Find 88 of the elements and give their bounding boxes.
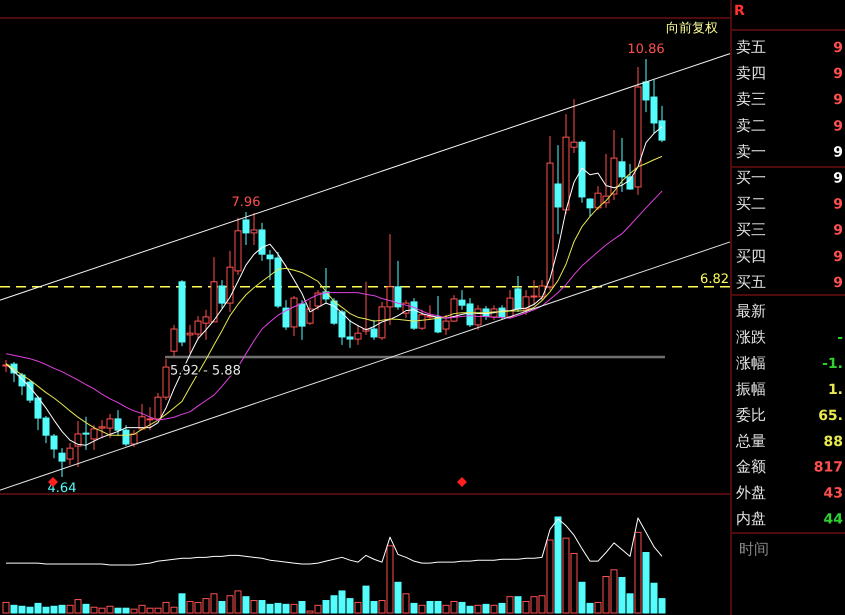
category-label: 卖五 [736, 38, 766, 56]
bar [514, 596, 522, 614]
bar [394, 582, 402, 614]
candlestick [298, 300, 306, 340]
bar [410, 602, 418, 614]
candlestick [554, 144, 562, 235]
category-label: 买五 [736, 272, 766, 291]
bar [2, 602, 10, 614]
candlestick [242, 211, 250, 246]
candlestick [354, 324, 362, 346]
candlestick [50, 433, 58, 459]
text: 9 [833, 222, 843, 239]
bar [218, 600, 226, 614]
text: R [734, 3, 745, 19]
category-label: 卖三 [736, 90, 766, 108]
bar [634, 532, 642, 614]
candlestick [370, 319, 378, 340]
candlestick [82, 416, 90, 450]
category-label: 内盘 [736, 510, 766, 528]
annotation: 7.96 [232, 194, 260, 210]
bar [242, 596, 250, 614]
candlestick [250, 212, 258, 246]
candlestick [74, 420, 82, 468]
text: 9 [833, 40, 843, 56]
text: 9 [833, 274, 843, 291]
candlestick [170, 324, 178, 357]
text: 44 [824, 512, 843, 528]
text: 向前复权 [666, 21, 718, 36]
category-label: 外盘 [736, 484, 766, 502]
category-label: 卖一 [736, 142, 766, 160]
candlestick [218, 280, 226, 309]
category-label: 买二 [736, 194, 766, 213]
text: 时间 [739, 540, 769, 558]
candlestick [122, 424, 130, 447]
bar [298, 600, 306, 614]
text: 9 [833, 248, 843, 265]
bar [354, 602, 362, 614]
category-label: 涨幅 [736, 354, 766, 372]
annotation: 6.82 [700, 272, 729, 287]
bar [402, 593, 410, 614]
candlestick [282, 300, 290, 330]
text: -1. [822, 356, 843, 372]
bar [290, 604, 298, 614]
candlestick [514, 275, 522, 312]
bar [178, 593, 186, 614]
candlestick [66, 442, 74, 466]
text: 1. [828, 382, 843, 398]
bar [82, 604, 90, 614]
bar [490, 604, 498, 614]
category-label: 金额 [736, 458, 766, 476]
text: 88 [824, 434, 843, 450]
category-label: 卖四 [736, 64, 766, 82]
category-label: 总量 [735, 432, 766, 450]
candlestick [114, 410, 122, 437]
bar [250, 600, 258, 614]
candlestick [130, 430, 138, 448]
category-label: 卖二 [736, 116, 766, 134]
bar [482, 604, 490, 614]
category-label: 买三 [736, 220, 766, 239]
candlestick [586, 198, 594, 218]
text: 9 [833, 66, 843, 82]
candlestick [90, 424, 98, 450]
candlestick [306, 300, 314, 326]
text: 9 [833, 196, 843, 213]
candlestick [394, 260, 402, 310]
bar [506, 596, 514, 614]
text: 817 [814, 460, 843, 476]
candlestick [58, 448, 66, 478]
text: 9 [833, 144, 843, 160]
bar [554, 516, 562, 614]
category-label: 振幅 [736, 380, 766, 398]
category-label: 委比 [736, 406, 766, 424]
category-label: 买四 [736, 246, 766, 265]
candlestick [434, 296, 442, 334]
text: 43 [824, 486, 843, 502]
text: 9 [833, 92, 843, 108]
annotation: 10.86 [627, 42, 665, 57]
bar [498, 602, 506, 614]
category-label: 最新 [736, 302, 766, 320]
bar [474, 604, 482, 614]
text: 9 [833, 170, 843, 186]
category-label: 涨跌 [736, 328, 766, 346]
text: 9 [833, 118, 843, 134]
text: 65. [818, 408, 843, 424]
candlestick [314, 290, 322, 310]
category-label: 买一 [736, 168, 766, 186]
text: - [837, 330, 843, 346]
bar [418, 604, 426, 614]
